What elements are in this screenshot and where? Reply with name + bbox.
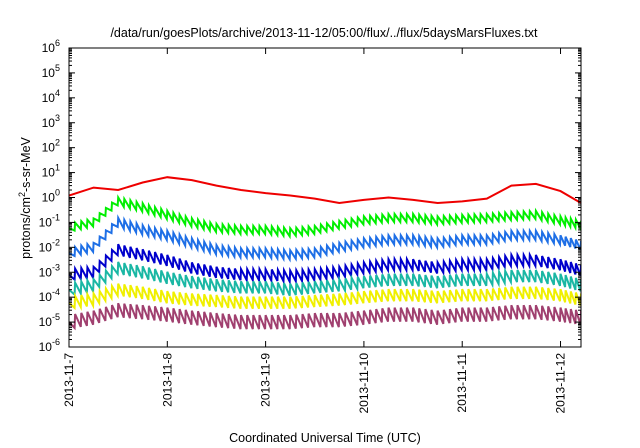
y-tick-label: 10-3 xyxy=(39,262,60,279)
series-line xyxy=(69,176,581,205)
series-line xyxy=(69,261,581,298)
series-line xyxy=(69,214,581,263)
y-tick-label: 106 xyxy=(42,38,60,55)
y-tick-label: 100 xyxy=(42,188,60,205)
y-tick-label-base: 10 xyxy=(39,240,53,254)
y-tick-label-base: 10 xyxy=(42,91,56,105)
x-tick-label: 2013-11-11 xyxy=(455,353,469,413)
x-tick-label: 2013-11-12 xyxy=(554,353,568,414)
series-line xyxy=(69,243,581,286)
y-tick-label-exp: 4 xyxy=(55,88,60,98)
y-tick-label-exp: -2 xyxy=(52,237,60,247)
y-tick-label-base: 10 xyxy=(42,191,56,205)
x-tick-label: 2013-11-7 xyxy=(62,353,76,407)
y-tick-label-exp: 0 xyxy=(55,188,60,198)
y-tick-label: 103 xyxy=(42,113,60,130)
y-tick-label-exp: 2 xyxy=(55,138,60,148)
y-tick-label: 104 xyxy=(42,88,60,105)
y-tick-label-base: 10 xyxy=(42,41,56,55)
y-axis-label-rest: -s-sr-MeV xyxy=(19,136,33,192)
series-line xyxy=(69,302,581,331)
y-tick-label: 10-5 xyxy=(39,312,60,329)
y-tick-label-base: 10 xyxy=(42,116,56,130)
y-tick-label-base: 10 xyxy=(39,290,53,304)
y-tick-label: 10-1 xyxy=(39,212,60,229)
y-axis-label: protons/cm2-s-sr-MeV xyxy=(17,136,33,258)
series-line xyxy=(69,194,581,240)
y-tick-label: 10-2 xyxy=(39,237,60,254)
y-tick-label-exp: -5 xyxy=(52,312,60,322)
x-tick-label: 2013-11-10 xyxy=(357,353,371,414)
y-tick-label-exp: -1 xyxy=(52,212,60,222)
y-axis: 10-610-510-410-310-210-11001011021031041… xyxy=(39,38,581,354)
y-axis-label-sup: 2 xyxy=(17,192,27,197)
series-layer xyxy=(69,176,581,331)
y-tick-label-base: 10 xyxy=(42,66,56,80)
y-tick-label: 101 xyxy=(42,163,60,180)
y-tick-label-exp: -4 xyxy=(52,287,60,297)
x-tick-label: 2013-11-9 xyxy=(259,353,273,407)
y-tick-label-exp: 1 xyxy=(55,163,60,173)
y-tick-label-exp: -3 xyxy=(52,262,60,272)
y-tick-label-exp: -6 xyxy=(52,337,60,347)
y-tick-label-base: 10 xyxy=(39,315,53,329)
y-tick-label-base: 10 xyxy=(39,215,53,229)
y-tick-label-exp: 3 xyxy=(55,113,60,123)
x-axis-label: Coordinated Universal Time (UTC) xyxy=(229,431,421,445)
y-tick-label: 10-4 xyxy=(39,287,60,304)
series-line xyxy=(69,282,581,311)
y-axis-label-base: protons/cm xyxy=(19,197,33,259)
chart-title: /data/run/goesPlots/archive/2013-11-12/0… xyxy=(110,26,538,40)
y-tick-label: 105 xyxy=(42,63,60,80)
y-tick-label-exp: 5 xyxy=(55,63,60,73)
y-tick-label-base: 10 xyxy=(39,265,53,279)
x-axis: 2013-11-7 2013-11-8 2013-11-9 2013-11-10 201… xyxy=(62,48,568,414)
y-tick-label-base: 10 xyxy=(42,141,56,155)
y-tick-label: 10-6 xyxy=(39,337,60,354)
y-tick-label-base: 10 xyxy=(39,340,53,354)
x-tick-label: 2013-11-8 xyxy=(160,353,174,407)
y-tick-label: 102 xyxy=(42,138,60,155)
y-tick-label-base: 10 xyxy=(42,166,56,180)
y-tick-label-exp: 6 xyxy=(55,38,60,48)
